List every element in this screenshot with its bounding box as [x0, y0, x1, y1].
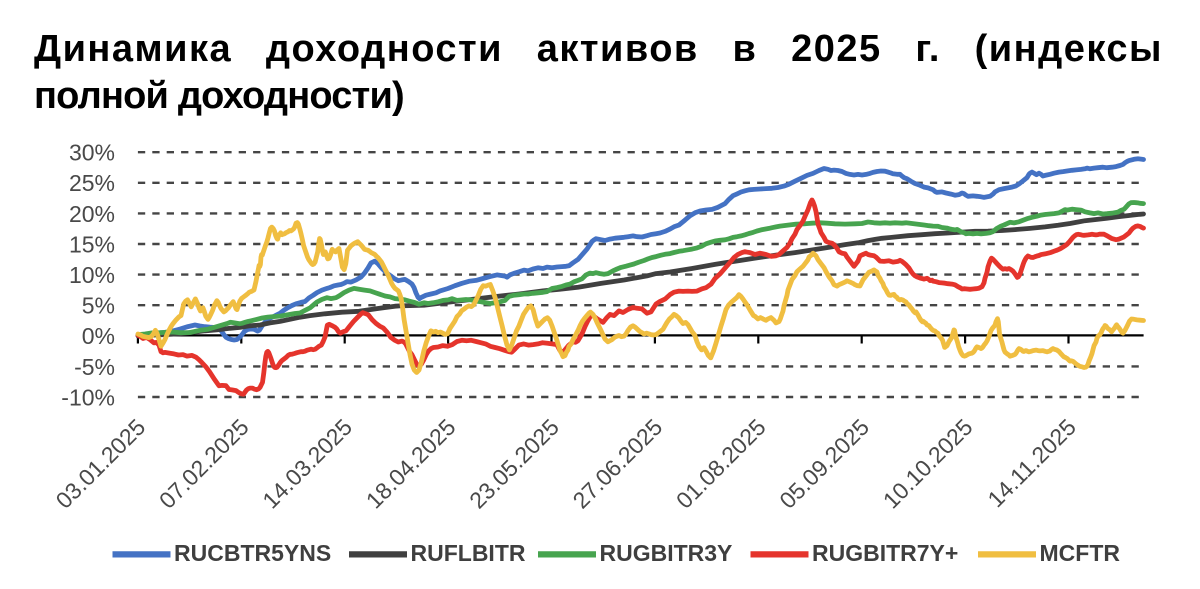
svg-text:10%: 10% — [69, 262, 115, 288]
svg-text:23.05.2025: 23.05.2025 — [464, 414, 564, 514]
svg-text:5%: 5% — [82, 293, 115, 319]
svg-text:14.03.2025: 14.03.2025 — [257, 414, 357, 514]
svg-text:01.08.2025: 01.08.2025 — [671, 414, 771, 514]
svg-text:RUGBITR3Y: RUGBITR3Y — [600, 540, 733, 566]
svg-text:03.01.2025: 03.01.2025 — [51, 414, 151, 514]
svg-text:-10%: -10% — [61, 384, 115, 410]
svg-text:0%: 0% — [82, 323, 115, 349]
svg-text:07.02.2025: 07.02.2025 — [154, 414, 254, 514]
svg-text:14.11.2025: 14.11.2025 — [982, 414, 1081, 513]
svg-text:MCFTR: MCFTR — [1040, 540, 1121, 566]
svg-text:RUGBITR7Y+: RUGBITR7Y+ — [812, 540, 958, 566]
svg-text:30%: 30% — [69, 140, 115, 166]
svg-text:15%: 15% — [69, 231, 115, 257]
svg-text:18.04.2025: 18.04.2025 — [361, 414, 461, 514]
svg-text:RUCBTR5YNS: RUCBTR5YNS — [174, 540, 331, 566]
svg-text:20%: 20% — [69, 201, 115, 227]
svg-text:27.06.2025: 27.06.2025 — [568, 414, 668, 514]
svg-text:10.10.2025: 10.10.2025 — [878, 414, 978, 514]
svg-text:RUFLBITR: RUFLBITR — [411, 540, 526, 566]
svg-text:25%: 25% — [69, 170, 115, 196]
svg-text:05.09.2025: 05.09.2025 — [774, 414, 874, 514]
svg-text:-5%: -5% — [74, 354, 115, 380]
